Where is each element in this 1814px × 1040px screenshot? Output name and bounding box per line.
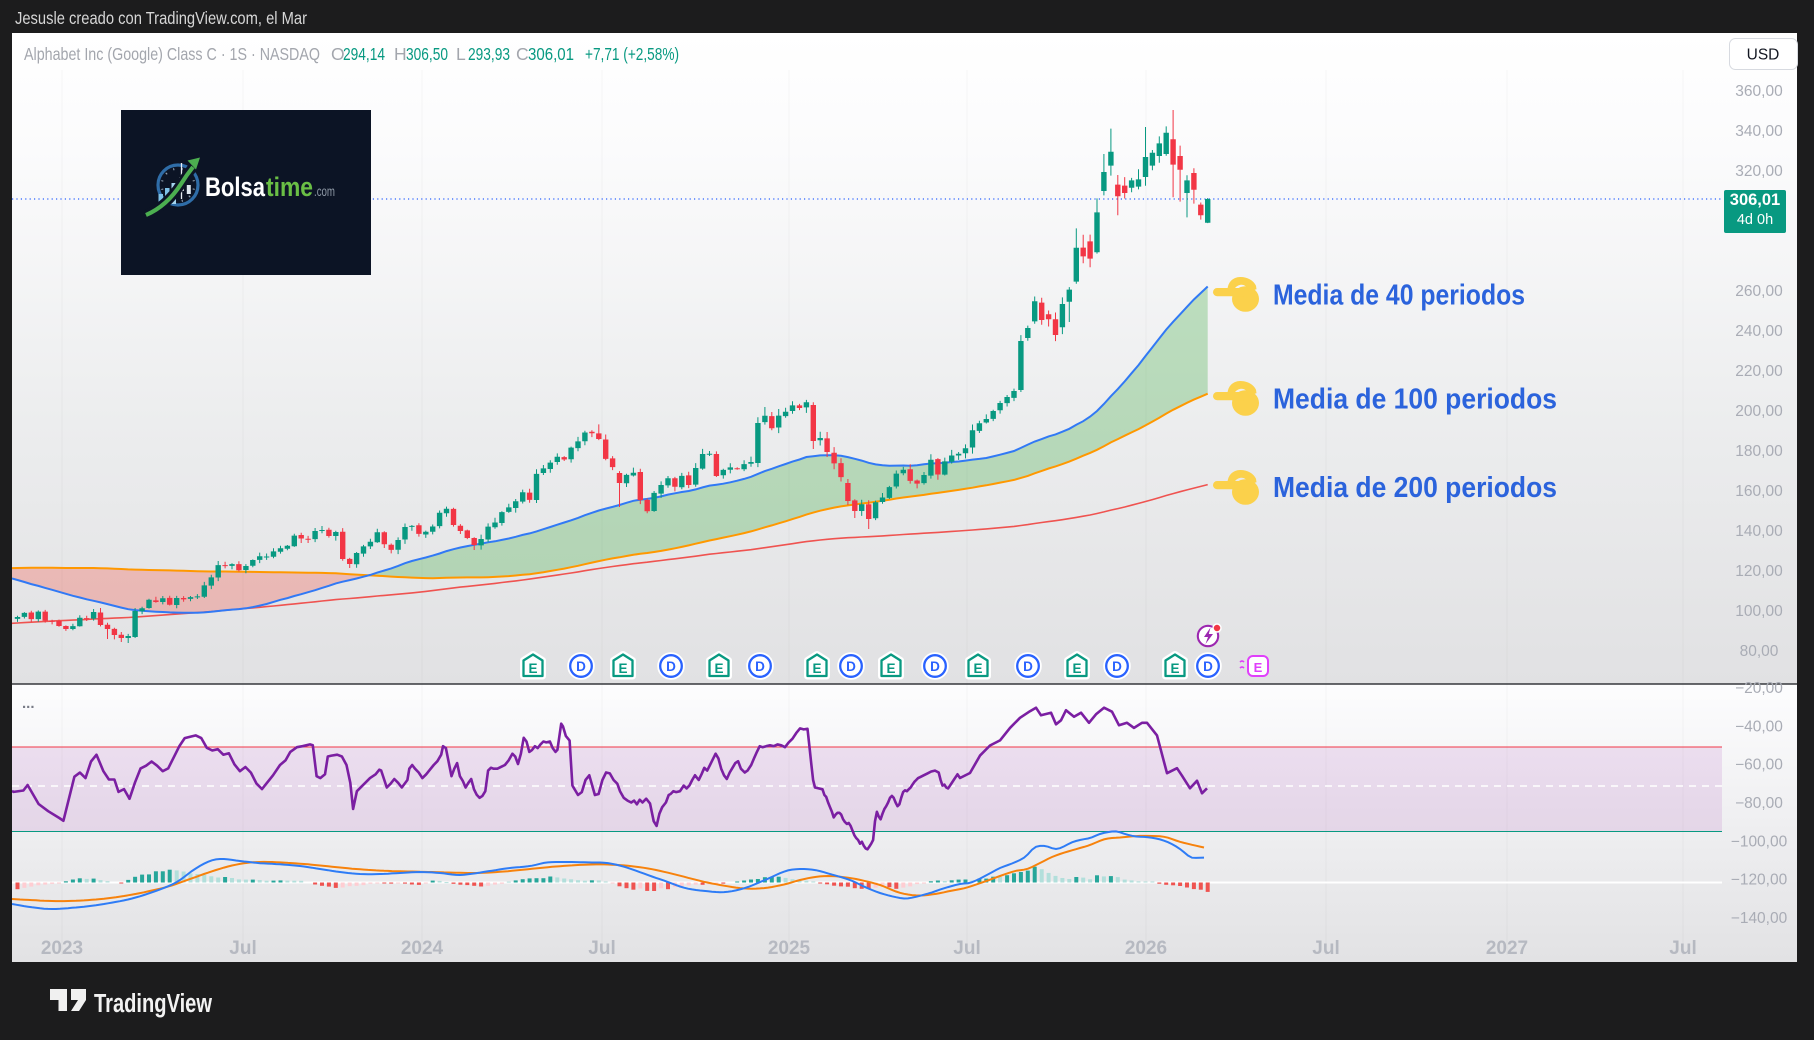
svg-text:220,00: 220,00 — [1735, 363, 1783, 380]
svg-text:D: D — [666, 659, 676, 674]
svg-text:D: D — [576, 659, 586, 674]
svg-text:E: E — [618, 661, 627, 676]
svg-text:L: L — [456, 44, 466, 64]
svg-text:+7,71 (+2,58%): +7,71 (+2,58%) — [585, 44, 679, 64]
svg-text:−60,00: −60,00 — [1735, 757, 1783, 774]
svg-text:306,50: 306,50 — [406, 44, 448, 64]
svg-text:E: E — [973, 661, 982, 676]
svg-text:−140,00: −140,00 — [1731, 910, 1788, 927]
svg-text:200,00: 200,00 — [1735, 403, 1783, 420]
svg-text:...: ... — [22, 695, 35, 712]
svg-text:E: E — [528, 661, 537, 676]
svg-text:D: D — [755, 659, 765, 674]
svg-text:−100,00: −100,00 — [1731, 833, 1788, 850]
svg-text:4d 0h: 4d 0h — [1737, 212, 1773, 228]
svg-text:time: time — [266, 172, 313, 202]
svg-text:Jul: Jul — [1312, 938, 1339, 959]
svg-text:360,00: 360,00 — [1735, 83, 1783, 100]
svg-text:Alphabet Inc (Google) Class C: Alphabet Inc (Google) Class C · 1S · NAS… — [24, 44, 320, 64]
svg-text:2023: 2023 — [41, 938, 83, 959]
svg-text:D: D — [1023, 659, 1033, 674]
svg-text:340,00: 340,00 — [1735, 123, 1783, 140]
svg-text:E: E — [812, 661, 821, 676]
svg-text:2025: 2025 — [768, 938, 811, 959]
svg-text:Jul: Jul — [1669, 938, 1696, 959]
svg-text:−40,00: −40,00 — [1735, 718, 1783, 735]
svg-text:260,00: 260,00 — [1735, 283, 1783, 300]
svg-text:320,00: 320,00 — [1735, 163, 1783, 180]
svg-text:D: D — [1112, 659, 1122, 674]
svg-text:Jul: Jul — [229, 938, 256, 959]
svg-text:100,00: 100,00 — [1735, 603, 1783, 620]
svg-text:Jesusle creado con TradingView: Jesusle creado con TradingView.com, el M… — [15, 8, 307, 28]
svg-text:E: E — [714, 661, 723, 676]
svg-text:D: D — [1203, 659, 1213, 674]
svg-text:E: E — [1072, 661, 1081, 676]
svg-text:140,00: 140,00 — [1735, 523, 1783, 540]
svg-text:240,00: 240,00 — [1735, 323, 1783, 340]
svg-text:2027: 2027 — [1486, 938, 1528, 959]
svg-text:180,00: 180,00 — [1735, 443, 1783, 460]
svg-text:TradingView: TradingView — [94, 990, 212, 1018]
svg-text:294,14: 294,14 — [343, 44, 385, 64]
svg-text:E: E — [886, 661, 895, 676]
svg-text:D: D — [930, 659, 940, 674]
svg-text:Jul: Jul — [588, 938, 615, 959]
svg-text:USD: USD — [1747, 47, 1780, 64]
svg-text:2026: 2026 — [1125, 938, 1167, 959]
svg-text:−80,00: −80,00 — [1735, 795, 1783, 812]
svg-text:E: E — [1254, 660, 1263, 675]
svg-text:306,01: 306,01 — [1730, 191, 1780, 209]
svg-text:.com: .com — [314, 184, 335, 199]
svg-text:Media de 40 periodos: Media de 40 periodos — [1273, 280, 1525, 312]
svg-text:H: H — [394, 44, 407, 64]
svg-text:C: C — [516, 44, 529, 64]
svg-text:2024: 2024 — [401, 938, 444, 959]
svg-text:306,01: 306,01 — [528, 44, 574, 64]
svg-text:−20,00: −20,00 — [1735, 680, 1783, 697]
svg-text:Media de 100 periodos: Media de 100 periodos — [1273, 384, 1557, 416]
svg-text:120,00: 120,00 — [1735, 563, 1783, 580]
svg-text:Bolsa: Bolsa — [205, 172, 266, 202]
svg-text:O: O — [331, 44, 345, 64]
svg-text:160,00: 160,00 — [1735, 483, 1783, 500]
svg-text:Media de 200 periodos: Media de 200 periodos — [1273, 472, 1557, 504]
svg-text:D: D — [846, 659, 856, 674]
svg-text:293,93: 293,93 — [468, 44, 510, 64]
svg-text:80,00: 80,00 — [1740, 643, 1779, 660]
svg-text:E: E — [1170, 661, 1179, 676]
svg-text:−120,00: −120,00 — [1731, 872, 1788, 889]
svg-text:Jul: Jul — [953, 938, 980, 959]
